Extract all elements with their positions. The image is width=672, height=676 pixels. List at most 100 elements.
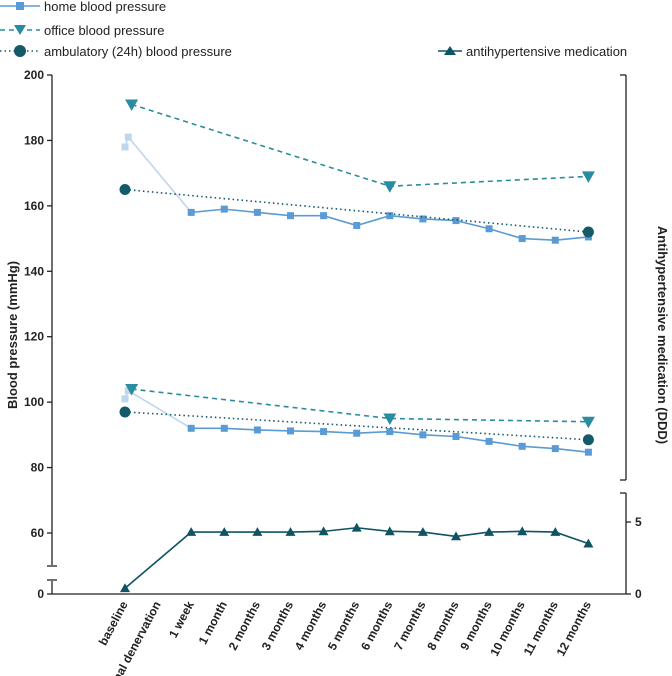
x-tick-label-2: 1 week bbox=[166, 599, 197, 641]
series-5 bbox=[119, 406, 594, 446]
series-5-point-1 bbox=[582, 434, 594, 446]
series-6-point-12 bbox=[550, 527, 561, 536]
series-layer bbox=[119, 99, 595, 593]
series-0-point-1 bbox=[124, 133, 132, 141]
series-1-point-4 bbox=[253, 426, 261, 434]
x-tick-label-0: baseline bbox=[96, 599, 131, 648]
series-1-baseline-line bbox=[124, 389, 192, 430]
series-1-point-13 bbox=[551, 445, 559, 453]
y-left-tick-label-100: 100 bbox=[24, 395, 44, 409]
series-1-point-3 bbox=[220, 424, 228, 432]
series-2-point-2 bbox=[581, 171, 595, 183]
y-left-tick-label-60: 60 bbox=[31, 526, 45, 540]
series-0-point-9 bbox=[419, 215, 427, 223]
series-6-point-10 bbox=[484, 527, 495, 536]
legend-item-medication: antihypertensive medication bbox=[438, 44, 627, 59]
x-tick-label-7: 5 months bbox=[325, 599, 363, 653]
y-left-tick-label-160: 160 bbox=[24, 199, 44, 213]
series-0-point-7 bbox=[353, 221, 361, 229]
series-6-point-3 bbox=[252, 527, 263, 536]
series-1-point-11 bbox=[485, 437, 493, 445]
series-1-point-5 bbox=[287, 427, 294, 435]
series-0-point-8 bbox=[386, 212, 394, 220]
series-3-point-2 bbox=[581, 416, 595, 429]
series-1-point-12 bbox=[518, 442, 526, 450]
series-4-point-1 bbox=[582, 226, 594, 238]
x-tick-label-4: 2 months bbox=[226, 599, 264, 653]
series-1-point-1 bbox=[124, 387, 132, 395]
legend-home-label: home blood pressure bbox=[44, 0, 166, 14]
series-1-point-7 bbox=[353, 429, 361, 437]
series-6-point-8 bbox=[417, 527, 428, 536]
series-1-point-9 bbox=[419, 431, 427, 439]
y-left-tick-label-180: 180 bbox=[24, 133, 44, 147]
series-6-point-0 bbox=[120, 583, 130, 593]
legend-office-label: office blood pressure bbox=[44, 23, 164, 38]
series-0-point-12 bbox=[518, 235, 526, 243]
series-0-point-0 bbox=[121, 143, 129, 151]
y-right-tick-label-0: 0 bbox=[635, 587, 642, 601]
series-0-point-3 bbox=[220, 205, 228, 213]
series-0 bbox=[121, 133, 592, 244]
series-0-point-4 bbox=[253, 208, 261, 216]
series-0-point-2 bbox=[187, 208, 195, 216]
legend: home blood pressure office blood pressur… bbox=[0, 0, 627, 59]
series-5-point-0 bbox=[119, 406, 131, 418]
y-axis-left-label: Blood pressure (mmHg) bbox=[5, 261, 20, 409]
series-1-point-6 bbox=[320, 428, 328, 436]
legend-ambulatory-marker bbox=[14, 45, 26, 57]
x-tick-label-10: 8 months bbox=[424, 599, 462, 653]
x-tick-label-6: 4 months bbox=[292, 599, 330, 653]
x-tick-label-3: 1 month bbox=[196, 599, 230, 647]
series-0-point-10 bbox=[452, 217, 460, 225]
series-6-point-9 bbox=[451, 531, 461, 541]
series-2-line bbox=[131, 103, 589, 188]
x-tick-label-11: 9 months bbox=[457, 599, 495, 653]
series-6-point-1 bbox=[186, 527, 197, 536]
series-6-point-4 bbox=[285, 527, 296, 536]
series-6-point-2 bbox=[219, 527, 230, 536]
series-0-point-13 bbox=[551, 236, 559, 244]
legend-office-marker bbox=[14, 25, 26, 35]
series-2 bbox=[125, 99, 595, 193]
y-left-tick-label-0: 0 bbox=[37, 587, 44, 601]
series-3-point-0 bbox=[125, 384, 139, 396]
series-1-point-14 bbox=[584, 448, 592, 456]
series-3-point-1 bbox=[383, 413, 397, 425]
legend-item-ambulatory: ambulatory (24h) blood pressure bbox=[0, 44, 232, 59]
series-6-point-11 bbox=[517, 526, 528, 536]
axes: 0 60 80 100 120 140 160 180 200 0 5 bbox=[24, 68, 642, 601]
series-6-point-5 bbox=[318, 526, 329, 536]
series-1-point-10 bbox=[452, 432, 460, 440]
series-6-point-13 bbox=[583, 538, 594, 548]
series-0-point-5 bbox=[287, 212, 294, 220]
legend-home-marker bbox=[16, 2, 24, 10]
y-right-tick-label-5: 5 bbox=[635, 515, 642, 529]
series-1-point-0 bbox=[121, 395, 129, 403]
y-axis-right-label: Antihypertensive medication (DDD) bbox=[655, 226, 670, 444]
series-6-point-6 bbox=[351, 522, 362, 532]
series-1-point-2 bbox=[187, 424, 195, 432]
series-2-point-1 bbox=[383, 181, 397, 193]
y-left-tick-label-120: 120 bbox=[24, 330, 44, 344]
y-left-tick-label-140: 140 bbox=[24, 264, 44, 278]
series-6 bbox=[120, 522, 594, 593]
series-1-point-8 bbox=[386, 428, 394, 436]
series-4-point-0 bbox=[119, 184, 131, 195]
legend-ambulatory-label: ambulatory (24h) blood pressure bbox=[44, 44, 232, 59]
x-tick-label-9: 7 months bbox=[391, 599, 429, 653]
series-0-point-6 bbox=[320, 212, 328, 220]
y-left-tick-label-200: 200 bbox=[24, 68, 44, 82]
series-3-line bbox=[131, 388, 589, 423]
series-1 bbox=[121, 387, 592, 456]
series-0-baseline-line bbox=[124, 135, 192, 213]
x-tick-label-8: 6 months bbox=[358, 599, 396, 653]
x-tick-label-5: 3 months bbox=[259, 599, 297, 653]
legend-medication-label: antihypertensive medication bbox=[466, 44, 627, 59]
series-2-point-0 bbox=[125, 99, 139, 111]
legend-item-home: home blood pressure bbox=[0, 0, 166, 14]
series-6-point-7 bbox=[384, 526, 395, 536]
series-4-line bbox=[124, 188, 589, 233]
